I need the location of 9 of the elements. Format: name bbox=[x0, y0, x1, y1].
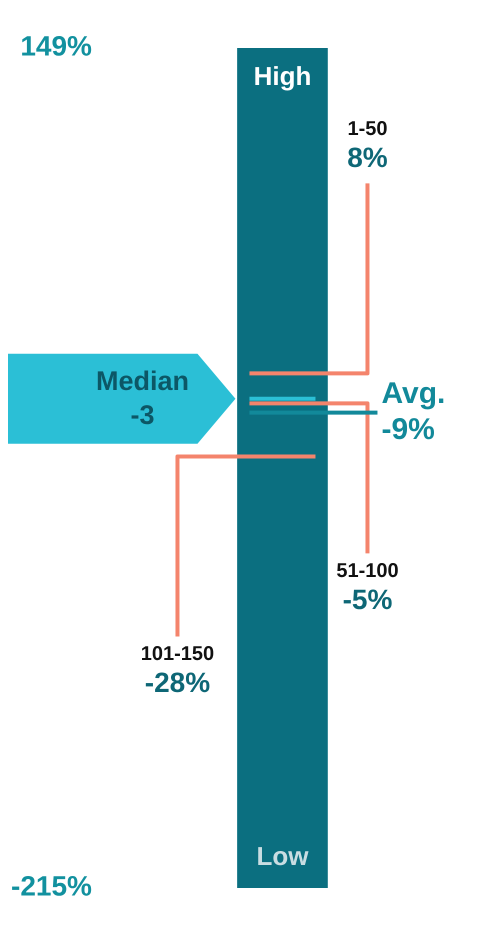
ref-line-label: 101-150 -28% bbox=[140, 642, 214, 698]
y-tick-label: -215% bbox=[11, 870, 92, 902]
y-tick-label: 149% bbox=[20, 30, 92, 62]
ref-line-label: 51-100 -5% bbox=[336, 560, 399, 616]
ref-line-label: Median -3 bbox=[96, 366, 189, 430]
annotation: Low bbox=[256, 841, 310, 872]
ref-line-label: 1-50 8% bbox=[347, 118, 388, 174]
annotation: High bbox=[254, 61, 312, 92]
ref-line-label: Avg. -9% bbox=[381, 376, 446, 446]
